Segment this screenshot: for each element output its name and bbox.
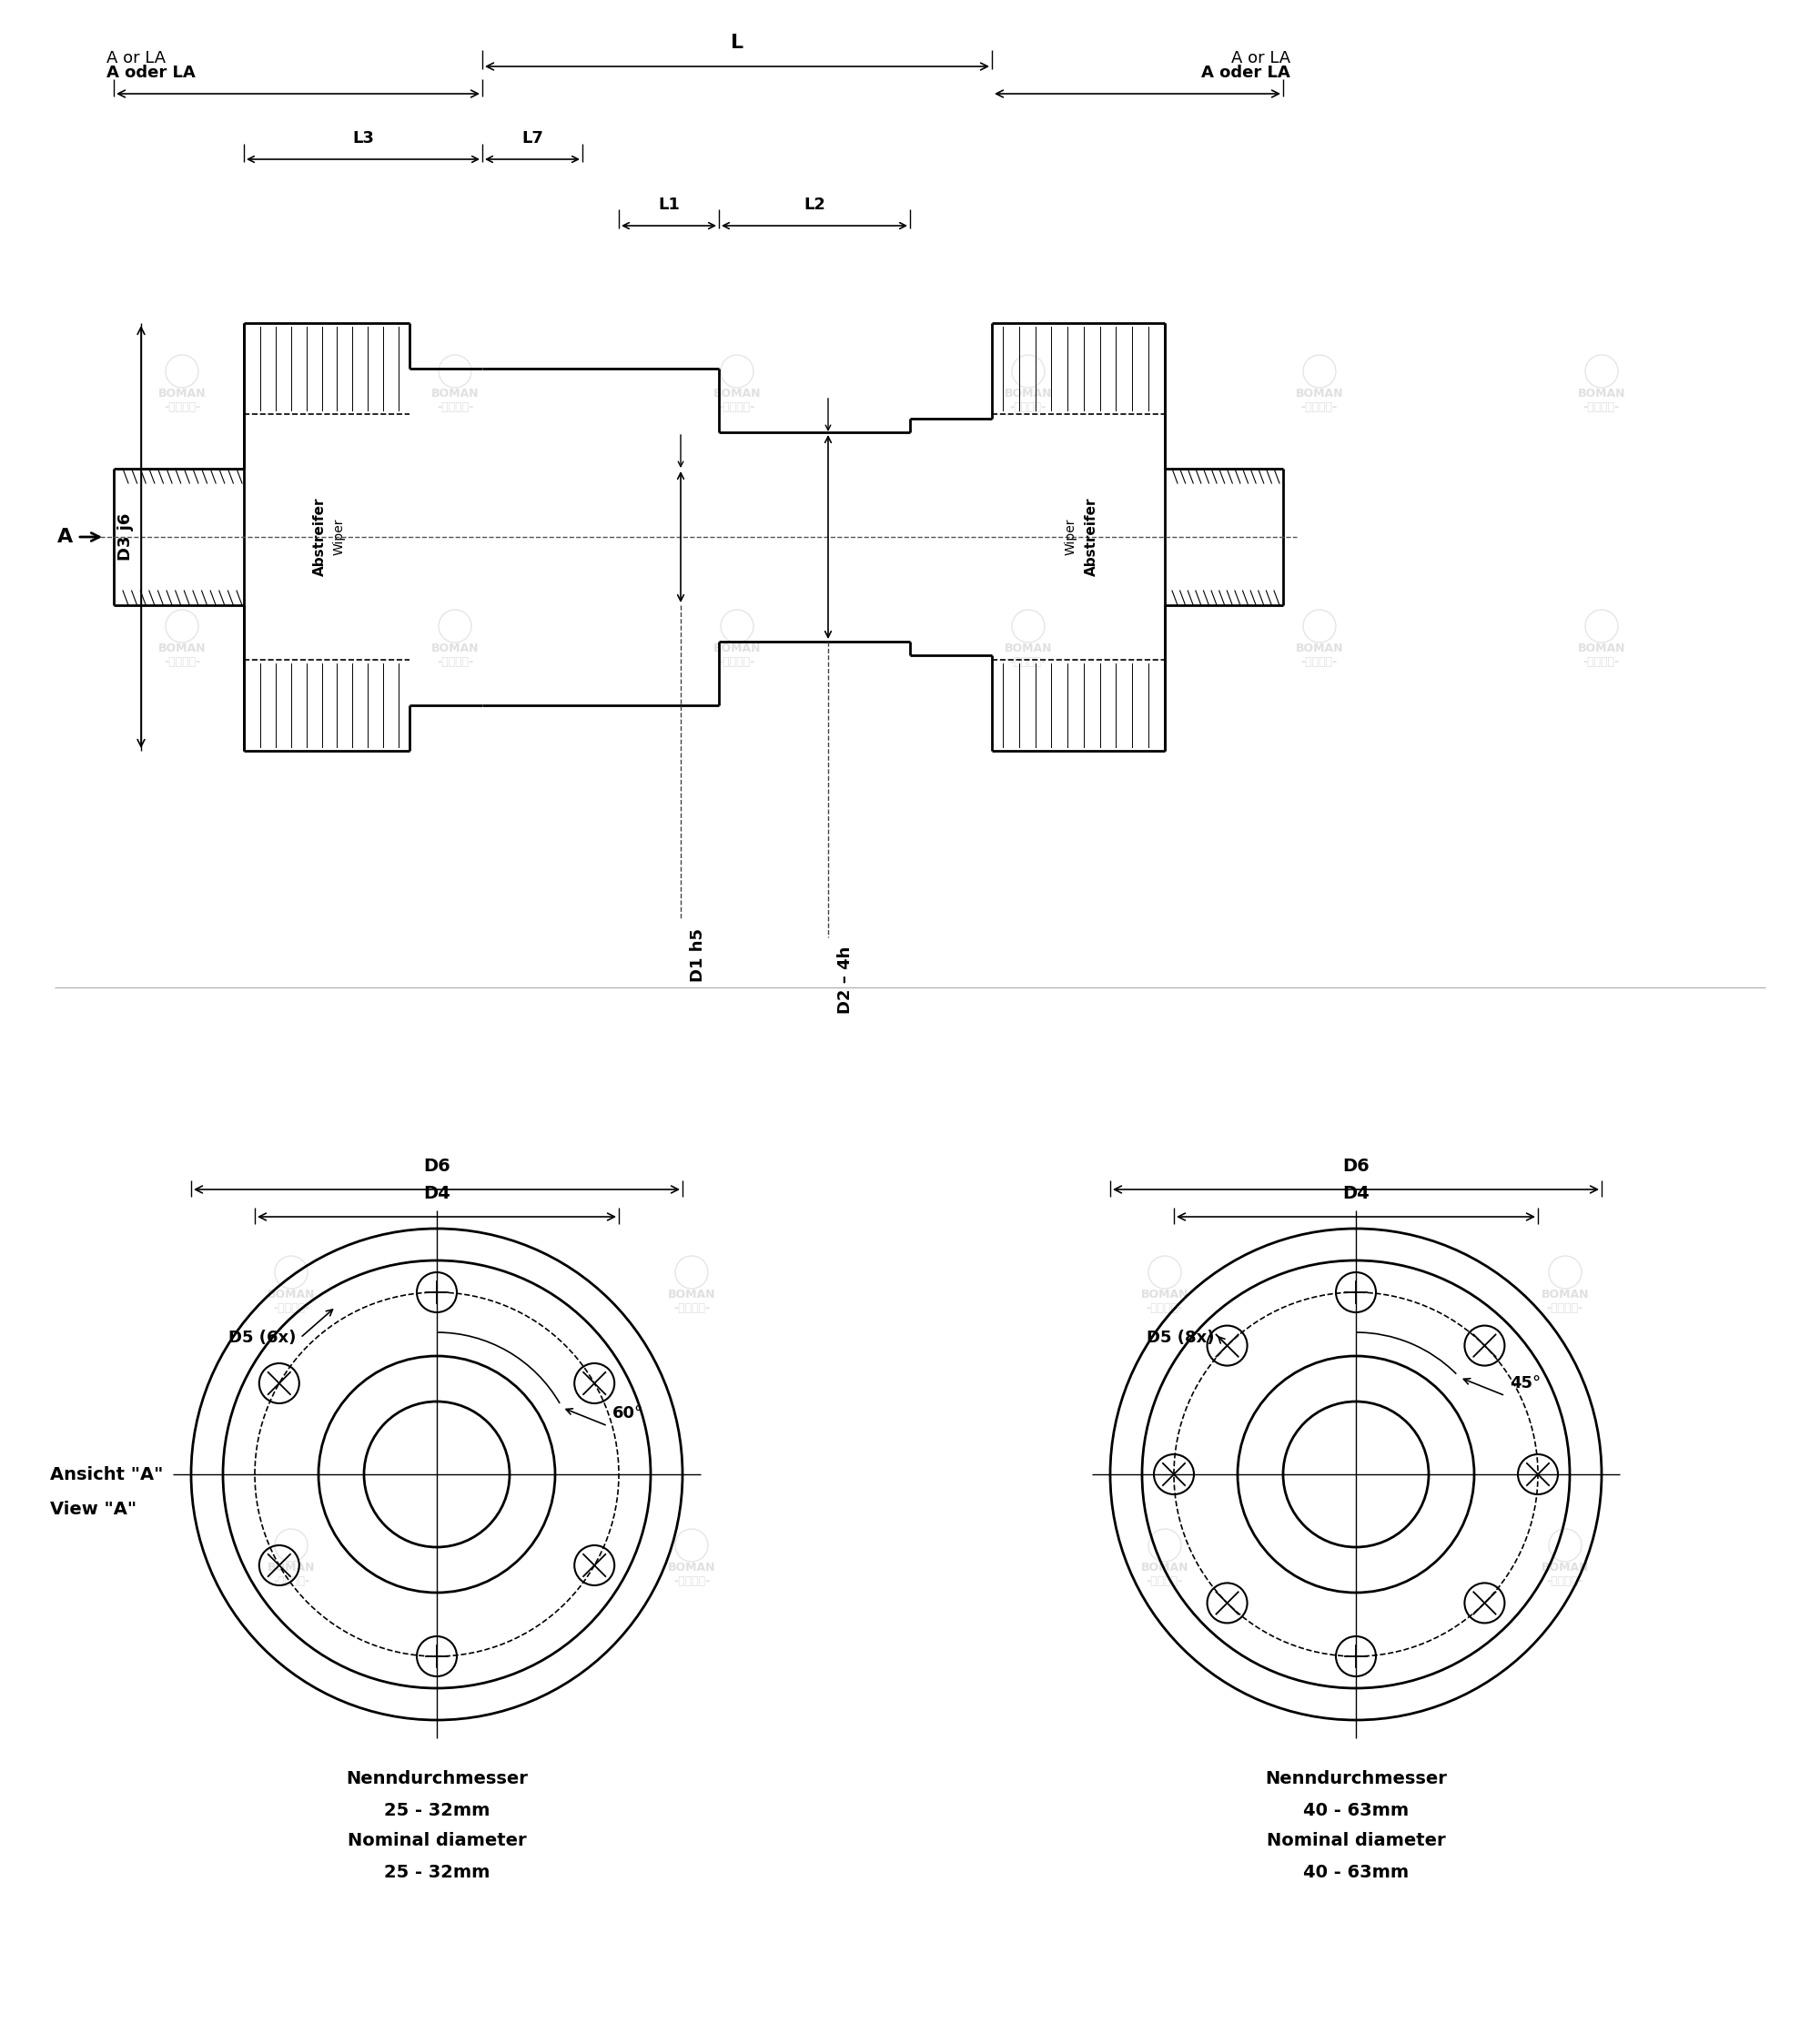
Text: Nominal diameter: Nominal diameter bbox=[1267, 1832, 1445, 1850]
Text: BOMAN
-特质工业-: BOMAN -特质工业- bbox=[713, 642, 761, 668]
Text: A oder LA: A oder LA bbox=[107, 65, 195, 81]
Text: D3 j6: D3 j6 bbox=[118, 514, 135, 561]
Text: D4: D4 bbox=[424, 1184, 450, 1202]
Text: BOMAN
-特质工业-: BOMAN -特质工业- bbox=[1542, 1289, 1589, 1314]
Text: 40 - 63mm: 40 - 63mm bbox=[1303, 1864, 1409, 1880]
Text: 25 - 32mm: 25 - 32mm bbox=[384, 1864, 490, 1880]
Text: Nominal diameter: Nominal diameter bbox=[348, 1832, 526, 1850]
Text: D1 h5: D1 h5 bbox=[690, 929, 706, 982]
Text: 60°: 60° bbox=[612, 1405, 642, 1421]
Text: BOMAN
-特质工业-: BOMAN -特质工业- bbox=[668, 1289, 715, 1314]
Text: A: A bbox=[58, 528, 73, 546]
Text: BOMAN
-特质工业-: BOMAN -特质工业- bbox=[158, 642, 206, 668]
Text: BOMAN
-特质工业-: BOMAN -特质工业- bbox=[268, 1563, 315, 1587]
Text: Abstreifer: Abstreifer bbox=[1085, 498, 1097, 577]
Text: A oder LA: A oder LA bbox=[1201, 65, 1290, 81]
Text: View "A": View "A" bbox=[51, 1500, 136, 1518]
Text: D4: D4 bbox=[1343, 1184, 1369, 1202]
Text: Nenndurchmesser: Nenndurchmesser bbox=[1265, 1771, 1447, 1787]
Text: BOMAN
-特质工业-: BOMAN -特质工业- bbox=[1578, 642, 1625, 668]
Text: BOMAN
-特质工业-: BOMAN -特质工业- bbox=[158, 389, 206, 413]
Text: BOMAN
-特质工业-: BOMAN -特质工业- bbox=[268, 1289, 315, 1314]
Text: L7: L7 bbox=[522, 130, 542, 146]
Text: L: L bbox=[730, 34, 744, 53]
Text: L2: L2 bbox=[804, 196, 824, 213]
Text: BOMAN
-特质工业-: BOMAN -特质工业- bbox=[1578, 389, 1625, 413]
Text: Nenndurchmesser: Nenndurchmesser bbox=[346, 1771, 528, 1787]
Text: BOMAN
-特质工业-: BOMAN -特质工业- bbox=[431, 389, 479, 413]
Text: L1: L1 bbox=[659, 196, 679, 213]
Text: BOMAN
-特质工业-: BOMAN -特质工业- bbox=[1005, 389, 1052, 413]
Text: Abstreifer: Abstreifer bbox=[313, 498, 326, 577]
Text: 45°: 45° bbox=[1511, 1374, 1542, 1390]
Text: A or LA: A or LA bbox=[107, 51, 166, 67]
Text: D6: D6 bbox=[1343, 1158, 1369, 1174]
Text: Ansicht "A": Ansicht "A" bbox=[51, 1465, 164, 1484]
Text: Wiper: Wiper bbox=[1065, 518, 1077, 555]
Text: BOMAN
-特质工业-: BOMAN -特质工业- bbox=[713, 389, 761, 413]
Text: BOMAN
-特质工业-: BOMAN -特质工业- bbox=[1005, 642, 1052, 668]
Text: A or LA: A or LA bbox=[1230, 51, 1290, 67]
Text: BOMAN
-特质工业-: BOMAN -特质工业- bbox=[1141, 1289, 1188, 1314]
Text: D5 (8x): D5 (8x) bbox=[1147, 1330, 1216, 1346]
Text: Wiper: Wiper bbox=[333, 518, 346, 555]
Text: BOMAN
-特质工业-: BOMAN -特质工业- bbox=[1296, 642, 1343, 668]
Text: 25 - 32mm: 25 - 32mm bbox=[384, 1801, 490, 1820]
Text: 40 - 63mm: 40 - 63mm bbox=[1303, 1801, 1409, 1820]
Text: L3: L3 bbox=[353, 130, 373, 146]
Text: BOMAN
-特质工业-: BOMAN -特质工业- bbox=[431, 642, 479, 668]
Text: D6: D6 bbox=[424, 1158, 450, 1174]
Text: D2 – 4h: D2 – 4h bbox=[837, 947, 854, 1014]
Text: BOMAN
-特质工业-: BOMAN -特质工业- bbox=[668, 1563, 715, 1587]
Text: BOMAN
-特质工业-: BOMAN -特质工业- bbox=[1296, 389, 1343, 413]
Text: D5 (6x): D5 (6x) bbox=[228, 1330, 297, 1346]
Text: BOMAN
-特质工业-: BOMAN -特质工业- bbox=[1542, 1563, 1589, 1587]
Text: BOMAN
-特质工业-: BOMAN -特质工业- bbox=[1141, 1563, 1188, 1587]
